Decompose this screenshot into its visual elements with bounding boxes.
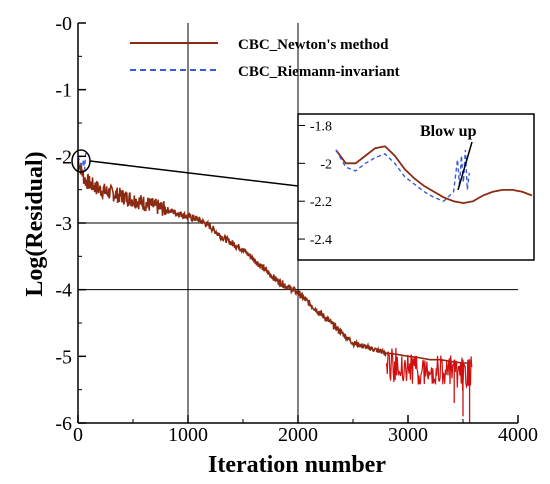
y-tick-label: -3: [55, 213, 72, 235]
x-tick-label: 1000: [168, 424, 208, 446]
blow-up-pointer: [457, 141, 473, 191]
x-tick-label: 4000: [498, 424, 538, 446]
blow-up-annotation: Blow up: [420, 123, 477, 140]
y-axis-title: Log(Residual): [22, 151, 48, 296]
legend: CBC_Newton's method CBC_Riemann-invarian…: [130, 37, 400, 80]
inset-series-layer: [335, 145, 533, 205]
y-tick-label: -5: [55, 346, 72, 368]
inset-tick-label: -1.8: [310, 119, 332, 134]
legend-label-riemann: CBC_Riemann-invariant: [238, 64, 400, 80]
y-tick-label: -1: [55, 80, 72, 102]
series-line-riemann: [77, 152, 87, 170]
zoom-callout: [71, 149, 299, 187]
inset-frame: [297, 113, 535, 261]
axes: [77, 22, 519, 424]
x-tick-label: 2000: [278, 424, 318, 446]
inset-tick-label: -2.2: [310, 195, 332, 210]
x-axis-title: Iteration number: [208, 452, 386, 478]
legend-label-newton: CBC_Newton's method: [238, 37, 389, 53]
y-tick-label: -0: [55, 13, 72, 35]
inset-chart: -1.8 -2 -2.2 -2.4 Blow up: [297, 113, 535, 261]
inset-line-newton: [335, 145, 533, 205]
inset-tick-label: -2.4: [310, 233, 332, 248]
series-line-newton: [77, 159, 472, 364]
inset-tick-labels: -1.8 -2 -2.2 -2.4: [298, 119, 332, 248]
series-layer: [77, 152, 473, 423]
zoom-leader-line: [89, 160, 299, 187]
tick-labels: 0 1000 2000 3000 4000 -6 -5 -4 -3 -2 -1 -0: [55, 13, 538, 446]
inset-line-riemann: [335, 149, 470, 203]
inset-tick-label: -2: [320, 157, 332, 172]
y-tick-label: -6: [55, 413, 72, 435]
series-noise-newton: [385, 347, 473, 391]
y-tick-label: -4: [55, 280, 72, 302]
x-tick-label: 3000: [388, 424, 428, 446]
y-tick-label: -2: [55, 146, 72, 168]
x-tick-label: 0: [73, 424, 83, 446]
